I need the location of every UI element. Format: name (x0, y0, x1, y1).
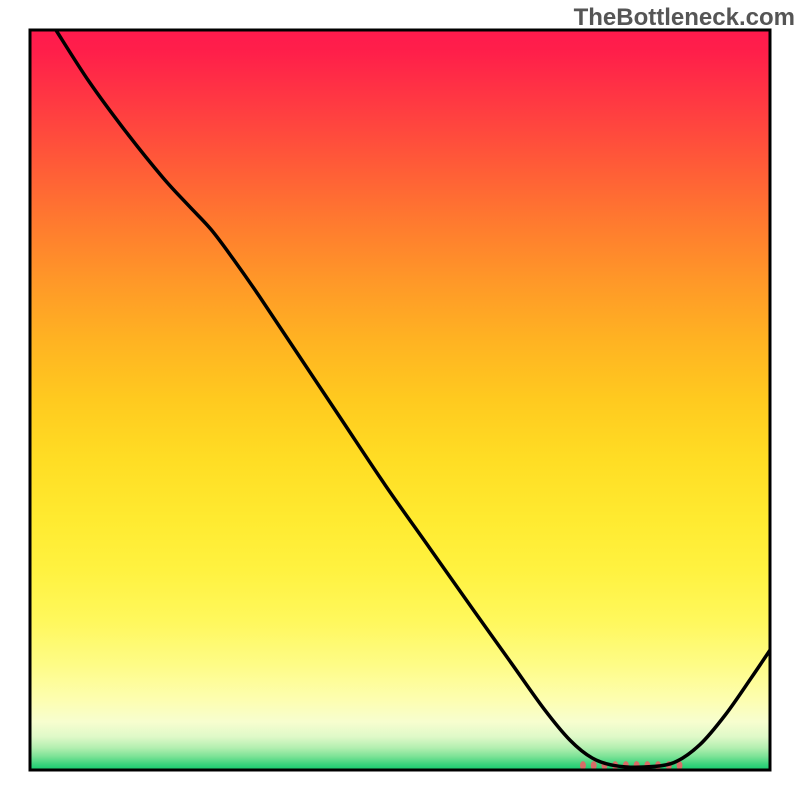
gradient-background (30, 30, 770, 770)
watermark-text: TheBottleneck.com (574, 4, 795, 32)
bottleneck-plot (0, 0, 800, 800)
